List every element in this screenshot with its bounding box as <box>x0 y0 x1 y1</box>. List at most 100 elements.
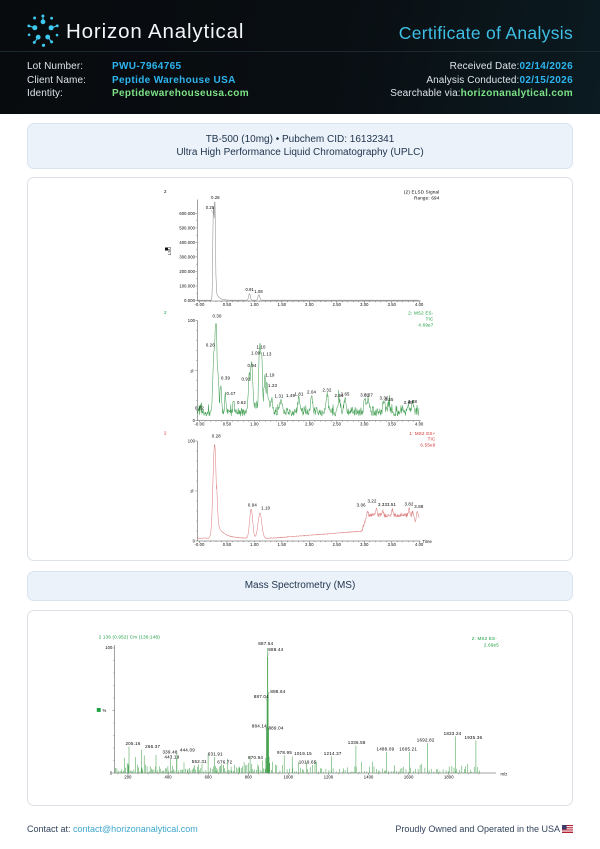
svg-text:%: % <box>103 708 107 713</box>
svg-text:1.49: 1.49 <box>286 393 296 398</box>
svg-text:0.000: 0.000 <box>184 298 195 303</box>
svg-text:0.50: 0.50 <box>223 422 232 427</box>
svg-text:3.07: 3.07 <box>364 392 374 397</box>
svg-text:600.000: 600.000 <box>179 211 195 216</box>
svg-text:-0.00: -0.00 <box>195 542 206 547</box>
svg-text:1935.36: 1935.36 <box>464 735 482 740</box>
svg-text:1.31: 1.31 <box>275 393 285 398</box>
svg-text:2: MS2 ES-: 2: MS2 ES- <box>472 636 497 641</box>
svg-text:1833.24: 1833.24 <box>444 731 462 736</box>
svg-text:1: MS2 ES+: 1: MS2 ES+ <box>409 431 435 436</box>
svg-text:1336.58: 1336.58 <box>348 740 366 745</box>
svg-text:3.36: 3.36 <box>380 396 390 401</box>
svg-text:3.45: 3.45 <box>384 397 394 402</box>
svg-text:870.94: 870.94 <box>248 755 263 760</box>
svg-text:2.69e5: 2.69e5 <box>484 642 499 647</box>
svg-text:1488.09: 1488.09 <box>376 746 394 751</box>
svg-text:888.44: 888.44 <box>268 647 283 652</box>
svg-text:0.47: 0.47 <box>226 391 236 396</box>
svg-text:200: 200 <box>124 775 132 780</box>
svg-text:978.95: 978.95 <box>277 750 292 755</box>
svg-text:339.48: 339.48 <box>162 749 177 754</box>
svg-text:500.000: 500.000 <box>179 225 195 230</box>
svg-text:3.50: 3.50 <box>388 422 397 427</box>
svg-text:2.00: 2.00 <box>305 302 314 307</box>
svg-text:0.26: 0.26 <box>206 342 216 347</box>
svg-text:3.00: 3.00 <box>360 302 369 307</box>
svg-text:4.69e7: 4.69e7 <box>418 322 433 327</box>
svg-text:2: 2 <box>164 189 167 194</box>
svg-text:888.64: 888.64 <box>270 689 285 694</box>
svg-text:0.91: 0.91 <box>241 377 251 382</box>
svg-text:1605.21: 1605.21 <box>399 746 417 751</box>
svg-text:2.04: 2.04 <box>307 389 317 394</box>
svg-text:3.88: 3.88 <box>414 504 424 509</box>
svg-text:Range: 694: Range: 694 <box>414 196 440 201</box>
svg-text:1.50: 1.50 <box>278 422 287 427</box>
svg-text:0.50: 0.50 <box>223 542 232 547</box>
svg-text:1692.82: 1692.82 <box>417 738 435 743</box>
svg-text:1.23: 1.23 <box>268 383 278 388</box>
svg-text:Time: Time <box>423 539 433 544</box>
svg-text:444.09: 444.09 <box>180 747 195 752</box>
svg-text:0.30: 0.30 <box>212 313 222 318</box>
svg-text:884.14: 884.14 <box>252 724 267 729</box>
svg-text:205.16: 205.16 <box>125 741 140 746</box>
svg-text:(2) ELSD Signal: (2) ELSD Signal <box>404 190 440 195</box>
svg-text:0.25: 0.25 <box>206 205 215 210</box>
svg-text:300.000: 300.000 <box>179 254 195 259</box>
svg-text:1.00: 1.00 <box>250 422 259 427</box>
svg-text:3.00: 3.00 <box>360 542 369 547</box>
svg-text:2.00: 2.00 <box>305 542 314 547</box>
svg-text:2.65: 2.65 <box>341 391 351 396</box>
svg-text:2 136 (0.952) Cm (136:148): 2 136 (0.952) Cm (136:148) <box>99 635 161 640</box>
svg-text:1.50: 1.50 <box>278 542 287 547</box>
svg-text:3.80: 3.80 <box>404 400 414 405</box>
svg-text:1400: 1400 <box>364 775 374 780</box>
svg-text:2.50: 2.50 <box>333 302 342 307</box>
svg-text:-0.00: -0.00 <box>195 302 206 307</box>
svg-text:100: 100 <box>188 439 196 444</box>
svg-text:1.00: 1.00 <box>250 542 259 547</box>
svg-text:1.19: 1.19 <box>266 373 276 378</box>
svg-text:LSU: LSU <box>167 247 172 255</box>
svg-text:200.000: 200.000 <box>179 269 195 274</box>
svg-text:TIC: TIC <box>428 437 436 442</box>
svg-text:6.55e9: 6.55e9 <box>420 442 435 447</box>
svg-text:631.91: 631.91 <box>208 752 223 757</box>
svg-text:0.28: 0.28 <box>212 434 222 439</box>
svg-text:100: 100 <box>105 645 113 650</box>
svg-text:400: 400 <box>164 775 172 780</box>
svg-text:1000: 1000 <box>284 775 294 780</box>
svg-text:1.10: 1.10 <box>257 345 267 350</box>
svg-text:4.00: 4.00 <box>415 542 424 547</box>
svg-text:0.91: 0.91 <box>245 287 254 292</box>
svg-text:0.94: 0.94 <box>248 503 258 508</box>
svg-text:1800: 1800 <box>444 775 454 780</box>
svg-text:1.81: 1.81 <box>294 391 304 396</box>
svg-text:3.50: 3.50 <box>388 302 397 307</box>
svg-text:3.01: 3.01 <box>360 392 370 397</box>
svg-text:600: 600 <box>205 775 213 780</box>
svg-text:1.09: 1.09 <box>251 350 261 355</box>
svg-text:887.04: 887.04 <box>254 694 269 699</box>
svg-text:3.22: 3.22 <box>367 499 377 504</box>
svg-text:800: 800 <box>245 775 253 780</box>
svg-text:3.82: 3.82 <box>404 502 414 507</box>
svg-text:400.000: 400.000 <box>179 240 195 245</box>
svg-text:887.54: 887.54 <box>258 641 273 646</box>
svg-text:4.00: 4.00 <box>415 422 424 427</box>
svg-text:1.13: 1.13 <box>262 351 272 356</box>
svg-text:0: 0 <box>193 418 196 423</box>
svg-text:2: MS2 ES-: 2: MS2 ES- <box>408 311 433 316</box>
svg-text:2.32: 2.32 <box>322 388 332 393</box>
svg-text:3.50: 3.50 <box>388 542 397 547</box>
svg-text:1019.65: 1019.65 <box>299 759 317 764</box>
svg-text:2: 2 <box>164 431 167 436</box>
svg-text:3.06: 3.06 <box>357 502 367 507</box>
svg-text:552.31: 552.31 <box>192 759 207 764</box>
svg-text:0: 0 <box>110 771 113 776</box>
svg-text:m/z: m/z <box>501 772 508 777</box>
svg-text:0.28: 0.28 <box>211 195 220 200</box>
svg-text:1214.37: 1214.37 <box>324 751 342 756</box>
